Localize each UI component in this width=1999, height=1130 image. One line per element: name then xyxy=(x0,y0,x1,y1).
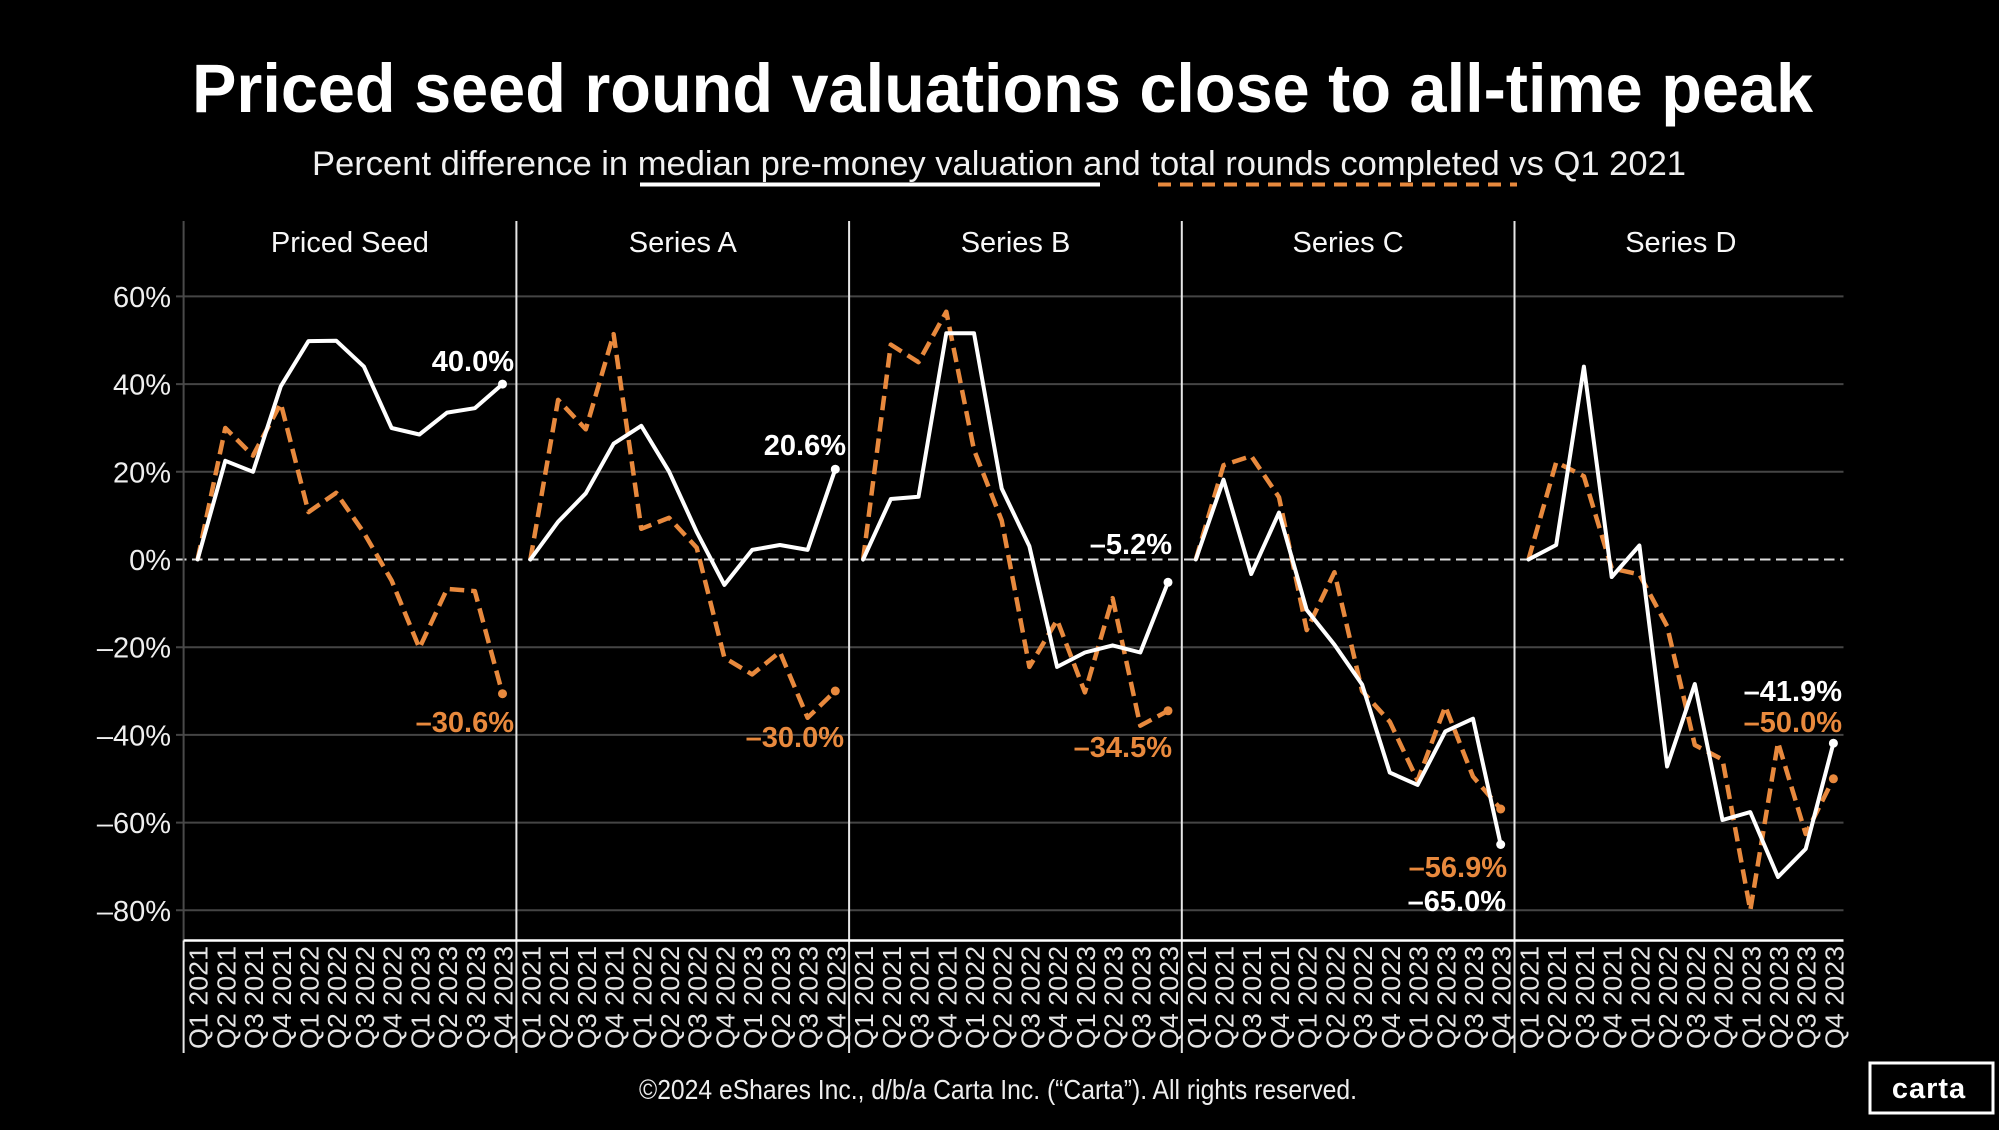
svg-text:Q4 2022: Q4 2022 xyxy=(1043,946,1073,1049)
svg-text:Q3 2021: Q3 2021 xyxy=(572,946,602,1049)
svg-text:Q3 2023: Q3 2023 xyxy=(794,946,824,1049)
svg-text:Q3 2022: Q3 2022 xyxy=(1348,946,1378,1049)
svg-text:Q2 2023: Q2 2023 xyxy=(1431,946,1461,1049)
svg-text:Q4 2021: Q4 2021 xyxy=(600,946,630,1049)
svg-text:Q2 2022: Q2 2022 xyxy=(655,946,685,1049)
svg-text:40.0%: 40.0% xyxy=(432,346,514,378)
svg-text:Q2 2021: Q2 2021 xyxy=(1542,946,1572,1049)
svg-text:Q1 2022: Q1 2022 xyxy=(1293,946,1323,1049)
svg-text:Series D: Series D xyxy=(1625,227,1736,259)
svg-text:Q1 2022: Q1 2022 xyxy=(627,946,657,1049)
svg-text:Q1 2022: Q1 2022 xyxy=(960,946,990,1049)
svg-text:Q2 2023: Q2 2023 xyxy=(1099,946,1129,1049)
svg-text:Q4 2022: Q4 2022 xyxy=(1709,946,1739,1049)
svg-text:Q1 2021: Q1 2021 xyxy=(184,946,214,1049)
svg-text:Q2 2023: Q2 2023 xyxy=(766,946,796,1049)
svg-text:–40%: –40% xyxy=(97,720,171,752)
svg-text:Q4 2022: Q4 2022 xyxy=(710,946,740,1049)
svg-text:–56.9%: –56.9% xyxy=(1409,852,1508,884)
svg-text:Q4 2022: Q4 2022 xyxy=(1376,946,1406,1049)
svg-text:20%: 20% xyxy=(113,457,171,489)
svg-text:Q3 2022: Q3 2022 xyxy=(1681,946,1711,1049)
svg-text:Q2 2022: Q2 2022 xyxy=(322,946,352,1049)
svg-text:Q2 2021: Q2 2021 xyxy=(544,946,574,1049)
svg-text:Q3 2022: Q3 2022 xyxy=(1015,946,1045,1049)
svg-text:20.6%: 20.6% xyxy=(764,430,846,462)
svg-text:40%: 40% xyxy=(113,370,171,402)
svg-text:Q2 2021: Q2 2021 xyxy=(1210,946,1240,1049)
svg-text:Q2 2023: Q2 2023 xyxy=(1764,946,1794,1049)
svg-text:Q3 2022: Q3 2022 xyxy=(683,946,713,1049)
svg-text:0%: 0% xyxy=(129,545,171,577)
svg-text:–30.6%: –30.6% xyxy=(416,707,515,739)
svg-text:carta: carta xyxy=(1892,1073,1966,1105)
svg-text:Q1 2023: Q1 2023 xyxy=(1736,946,1766,1049)
svg-text:–80%: –80% xyxy=(97,896,171,928)
svg-text:–50.0%: –50.0% xyxy=(1744,707,1843,739)
svg-text:Priced Seed: Priced Seed xyxy=(271,227,429,259)
svg-text:–30.0%: –30.0% xyxy=(746,722,845,754)
svg-text:Q1 2023: Q1 2023 xyxy=(405,946,435,1049)
svg-text:Percent difference in median p: Percent difference in median pre-money v… xyxy=(312,145,1686,183)
svg-text:Q1 2021: Q1 2021 xyxy=(1182,946,1212,1049)
svg-text:Q4 2021: Q4 2021 xyxy=(1598,946,1628,1049)
svg-text:Q1 2023: Q1 2023 xyxy=(1404,946,1434,1049)
svg-text:Q4 2023: Q4 2023 xyxy=(1154,946,1184,1049)
svg-text:–41.9%: –41.9% xyxy=(1744,676,1843,708)
svg-text:Q1 2021: Q1 2021 xyxy=(1515,946,1545,1049)
svg-text:Q4 2021: Q4 2021 xyxy=(267,946,297,1049)
svg-text:60%: 60% xyxy=(113,282,171,314)
svg-text:Q1 2021: Q1 2021 xyxy=(849,946,879,1049)
svg-text:Q1 2022: Q1 2022 xyxy=(1625,946,1655,1049)
svg-text:Q3 2022: Q3 2022 xyxy=(350,946,380,1049)
svg-text:Series A: Series A xyxy=(629,227,738,259)
svg-text:Priced seed round valuations c: Priced seed round valuations close to al… xyxy=(192,50,1814,127)
svg-text:Q4 2021: Q4 2021 xyxy=(932,946,962,1049)
svg-text:Q1 2021: Q1 2021 xyxy=(516,946,546,1049)
svg-text:Q2 2022: Q2 2022 xyxy=(1320,946,1350,1049)
svg-text:Q4 2021: Q4 2021 xyxy=(1265,946,1295,1049)
svg-text:Q3 2023: Q3 2023 xyxy=(1459,946,1489,1049)
svg-text:Q3 2021: Q3 2021 xyxy=(905,946,935,1049)
svg-text:Q3 2021: Q3 2021 xyxy=(239,946,269,1049)
svg-text:Q4 2023: Q4 2023 xyxy=(821,946,851,1049)
svg-text:Q1 2023: Q1 2023 xyxy=(738,946,768,1049)
svg-text:Q2 2023: Q2 2023 xyxy=(433,946,463,1049)
svg-text:Q3 2023: Q3 2023 xyxy=(1126,946,1156,1049)
svg-text:–60%: –60% xyxy=(97,808,171,840)
svg-text:Q1 2022: Q1 2022 xyxy=(295,946,325,1049)
svg-text:Q2 2022: Q2 2022 xyxy=(1653,946,1683,1049)
svg-text:Q2 2021: Q2 2021 xyxy=(877,946,907,1049)
svg-text:Q1 2023: Q1 2023 xyxy=(1071,946,1101,1049)
svg-text:©2024 eShares Inc., d/b/a Cart: ©2024 eShares Inc., d/b/a Carta Inc. (“C… xyxy=(639,1074,1357,1105)
svg-text:–34.5%: –34.5% xyxy=(1074,732,1173,764)
svg-text:Q4 2023: Q4 2023 xyxy=(489,946,519,1049)
svg-text:Q4 2022: Q4 2022 xyxy=(378,946,408,1049)
svg-text:Q2 2022: Q2 2022 xyxy=(988,946,1018,1049)
svg-text:Q4 2023: Q4 2023 xyxy=(1819,946,1849,1049)
svg-text:Q4 2023: Q4 2023 xyxy=(1487,946,1517,1049)
svg-text:Series C: Series C xyxy=(1292,227,1403,259)
svg-text:Q2 2021: Q2 2021 xyxy=(211,946,241,1049)
svg-text:–20%: –20% xyxy=(97,633,171,665)
svg-text:Q3 2021: Q3 2021 xyxy=(1237,946,1267,1049)
svg-text:–65.0%: –65.0% xyxy=(1408,886,1507,918)
svg-text:Q3 2021: Q3 2021 xyxy=(1570,946,1600,1049)
svg-text:–5.2%: –5.2% xyxy=(1090,529,1172,561)
svg-text:Q3 2023: Q3 2023 xyxy=(461,946,491,1049)
svg-text:Series B: Series B xyxy=(961,227,1071,259)
svg-text:Q3 2023: Q3 2023 xyxy=(1792,946,1822,1049)
